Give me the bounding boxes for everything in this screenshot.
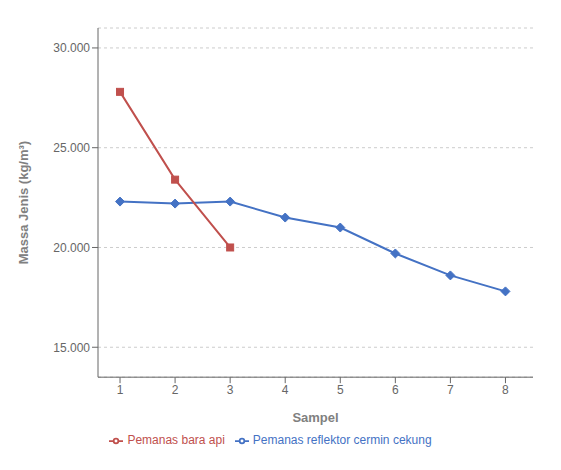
svg-text:15.000: 15.000 bbox=[53, 341, 90, 355]
svg-text:1: 1 bbox=[117, 383, 124, 397]
svg-text:25.000: 25.000 bbox=[53, 141, 90, 155]
svg-text:2: 2 bbox=[172, 383, 179, 397]
svg-text:7: 7 bbox=[447, 383, 454, 397]
svg-text:4: 4 bbox=[282, 383, 289, 397]
svg-text:Massa Jenis (kg/m³): Massa Jenis (kg/m³) bbox=[16, 141, 31, 265]
html-text:Pemanas bara api: Pemanas bara api bbox=[127, 433, 225, 448]
svg-text:20.000: 20.000 bbox=[53, 241, 90, 255]
svg-text:6: 6 bbox=[392, 383, 399, 397]
svg-text:30.000: 30.000 bbox=[53, 41, 90, 55]
svg-text:Sampel: Sampel bbox=[292, 410, 338, 425]
svg-text:5: 5 bbox=[337, 383, 344, 397]
svg-text:8: 8 bbox=[502, 383, 509, 397]
html-text:Pemanas reflektor cermin cekun: Pemanas reflektor cermin cekung bbox=[252, 433, 432, 448]
svg-text:3: 3 bbox=[227, 383, 234, 397]
